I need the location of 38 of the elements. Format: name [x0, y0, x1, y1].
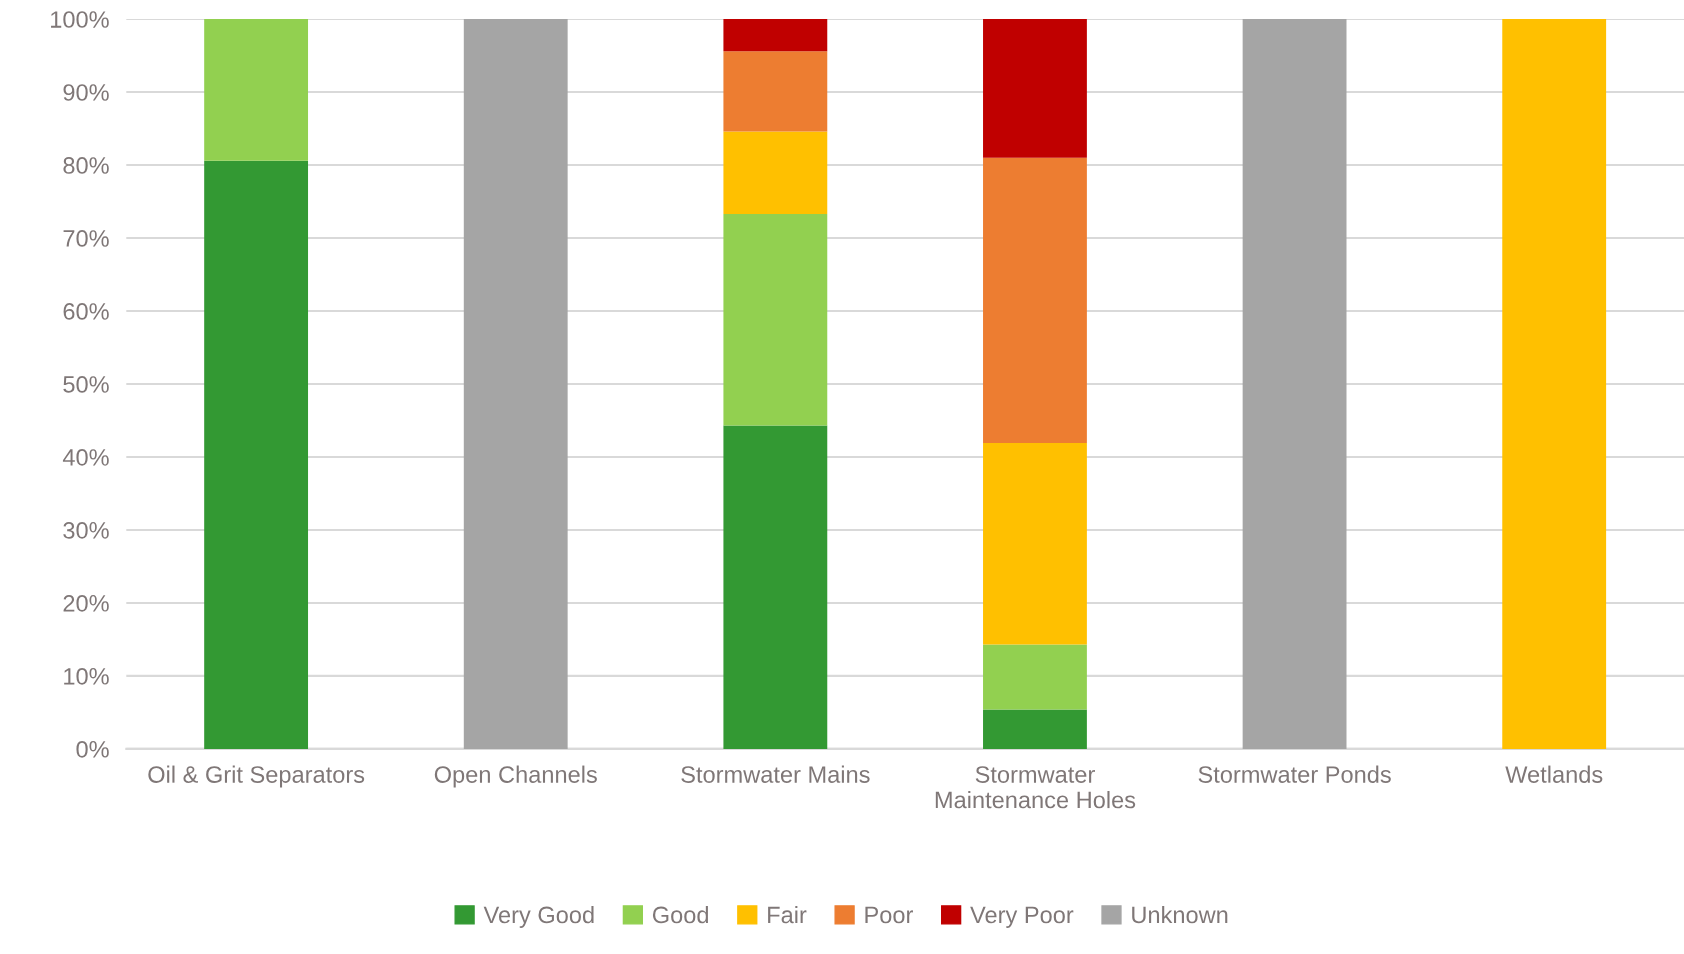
bar — [983, 644, 1087, 710]
legend-label: Unknown — [1132, 905, 1228, 924]
bar — [983, 709, 1087, 749]
bar — [723, 425, 828, 749]
y-tick-label: 50% — [63, 376, 109, 393]
legend-label: Poor — [865, 906, 913, 924]
bar — [723, 131, 828, 214]
bar — [723, 51, 828, 132]
bar — [1242, 19, 1347, 749]
y-tick-label: 100% — [51, 11, 109, 28]
bar — [983, 157, 1087, 444]
x-tick-label: Stormwater Maintenance Holes — [935, 766, 1136, 809]
y-tick-label: 90% — [63, 84, 109, 101]
y-tick-label: 40% — [62, 449, 109, 466]
bar — [204, 19, 309, 161]
x-tick-label: Stormwater Ponds — [1198, 765, 1391, 783]
x-tick-label: Stormwater Mains — [681, 765, 870, 783]
y-tick-label: 60% — [63, 303, 109, 320]
y-tick-label: 20% — [63, 595, 109, 612]
bar — [723, 19, 828, 52]
y-tick-label: 80% — [63, 157, 109, 174]
bar — [204, 160, 309, 749]
y-tick-label: 0% — [76, 740, 109, 758]
x-tick-label: Oil & Grit Separators — [148, 765, 365, 788]
legend-label: Very Poor — [970, 906, 1074, 928]
legend-label: Fair — [768, 905, 807, 924]
legend-label: Good — [652, 905, 708, 924]
bar — [983, 443, 1087, 645]
bar — [463, 19, 568, 749]
x-tick-label: Wetlands — [1505, 765, 1603, 783]
x-tick-label: Open Channels — [434, 765, 597, 788]
bar — [983, 19, 1087, 158]
y-tick-label: 10% — [64, 667, 109, 685]
y-tick-label: 30% — [63, 522, 109, 539]
bar — [1502, 19, 1607, 749]
bar — [723, 213, 828, 426]
y-tick-label: 70% — [63, 230, 109, 247]
legend-label: Very Good — [483, 905, 594, 928]
